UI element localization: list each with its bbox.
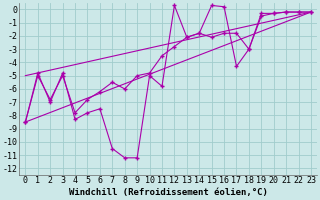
X-axis label: Windchill (Refroidissement éolien,°C): Windchill (Refroidissement éolien,°C) — [69, 188, 268, 197]
